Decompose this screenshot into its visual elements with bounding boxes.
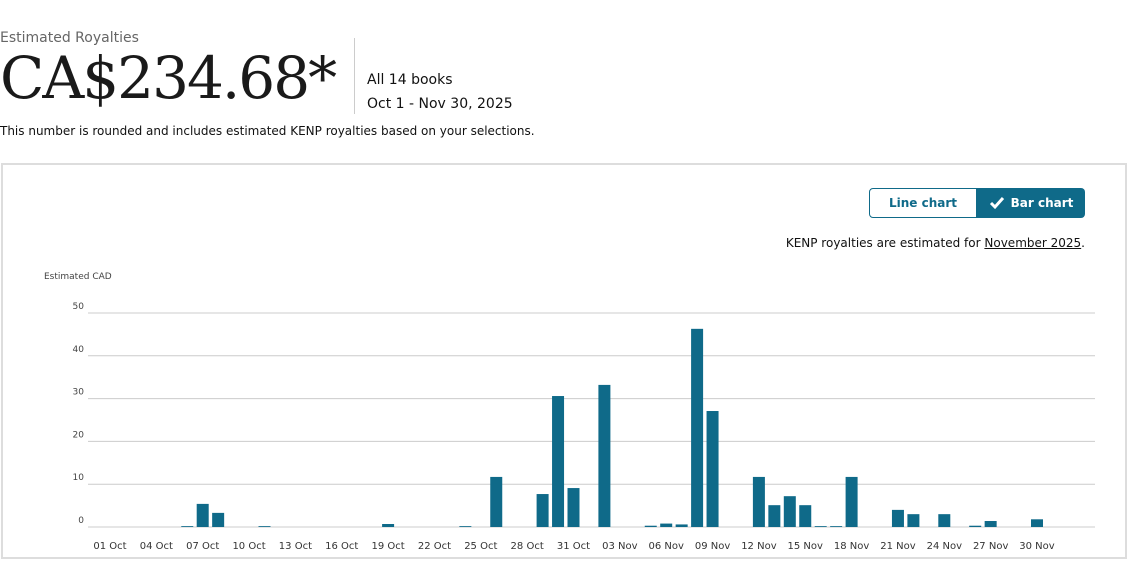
- y-tick-label: 50: [73, 302, 85, 312]
- bar: [382, 524, 395, 527]
- divider: [354, 38, 355, 114]
- kenp-text: KENP royalties are estimated for: [785, 236, 981, 250]
- x-tick-label: 21 Nov: [880, 541, 916, 552]
- x-tick-label: 19 Oct: [371, 541, 404, 552]
- bar: [845, 476, 858, 527]
- bar: [768, 505, 781, 527]
- label: Estimated Royalties: [0, 30, 139, 46]
- check-icon: [989, 197, 1004, 210]
- bar: [181, 526, 194, 527]
- x-tick-label: 25 Oct: [464, 541, 497, 552]
- bar: [258, 526, 271, 527]
- bar: [938, 514, 951, 527]
- bar: [675, 524, 688, 527]
- bar: [1031, 519, 1043, 527]
- x-tick-label: 16 Oct: [325, 541, 358, 552]
- x-tick-label: 09 Nov: [695, 541, 731, 552]
- x-tick-label: 30 Nov: [1019, 541, 1055, 552]
- x-tick-label: 07 Oct: [186, 541, 219, 552]
- bar: [783, 496, 796, 527]
- bar: [459, 526, 472, 527]
- kenp-link[interactable]: November 2025: [984, 236, 1082, 250]
- date-range: Oct 1 - Nov 30, 2025: [367, 96, 513, 112]
- bar: [907, 514, 920, 527]
- x-tick-label: 18 Nov: [834, 541, 870, 552]
- bar: [891, 509, 904, 527]
- x-tick-label: 27 Nov: [973, 541, 1009, 552]
- bar: [196, 503, 209, 527]
- bar-chart-label: Bar chart: [1010, 196, 1074, 210]
- line-chart-button[interactable]: Line chart: [869, 188, 977, 218]
- y-tick-label: 0: [78, 516, 84, 526]
- bar: [644, 525, 657, 527]
- chart-box: [1, 163, 1127, 559]
- bar: [814, 526, 827, 527]
- bar: [212, 512, 225, 527]
- bar: [536, 494, 549, 527]
- x-tick-label: 03 Nov: [602, 541, 638, 552]
- y-tick-label: 10: [73, 473, 85, 483]
- bar: [691, 328, 704, 527]
- y-tick-label: 30: [73, 388, 85, 398]
- x-tick-label: 13 Oct: [279, 541, 312, 552]
- bar: [490, 476, 503, 527]
- x-tick-label: 04 Oct: [140, 541, 173, 552]
- bar-chart-button[interactable]: Bar chart: [977, 188, 1085, 218]
- x-tick-label: 12 Nov: [741, 541, 777, 552]
- bar: [752, 476, 765, 527]
- bar: [598, 384, 611, 527]
- bar: [660, 523, 673, 527]
- x-tick-label: 24 Nov: [927, 541, 963, 552]
- bar: [567, 488, 580, 527]
- x-tick-label: 15 Nov: [788, 541, 824, 552]
- bar: [706, 411, 719, 527]
- bar: [969, 525, 982, 527]
- y-tick-label: 40: [73, 345, 85, 355]
- y-tick-label: 20: [73, 430, 85, 440]
- books: All 14 books: [367, 72, 453, 88]
- bar: [799, 505, 812, 527]
- x-tick-label: 31 Oct: [557, 541, 590, 552]
- kenp-note: KENP royalties are estimated for Novembe…: [786, 236, 1085, 250]
- amount: CA$234.68*: [0, 44, 337, 112]
- y-axis-label: Estimated CAD: [44, 272, 112, 282]
- x-tick-label: 06 Nov: [648, 541, 684, 552]
- kenp-end: .: [1081, 236, 1085, 250]
- bar: [552, 396, 565, 527]
- x-tick-label: 10 Oct: [232, 541, 265, 552]
- bar: [984, 521, 997, 527]
- x-tick-label: 01 Oct: [93, 541, 126, 552]
- x-tick-label: 22 Oct: [418, 541, 451, 552]
- note: This number is rounded and includes esti…: [0, 124, 535, 138]
- x-tick-label: 28 Oct: [511, 541, 544, 552]
- bar: [830, 526, 843, 527]
